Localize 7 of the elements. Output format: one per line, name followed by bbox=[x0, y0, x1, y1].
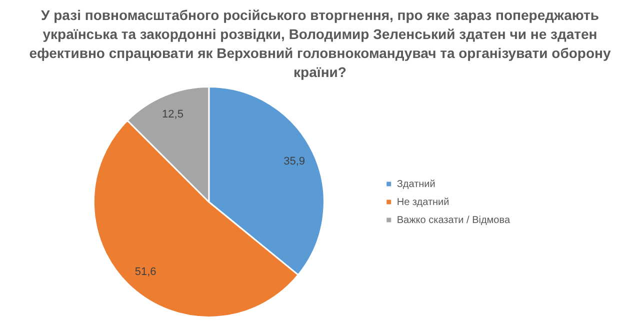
legend-label: Не здатний bbox=[396, 196, 450, 208]
legend-label: Здатний bbox=[396, 178, 436, 190]
data-label: 35,9 bbox=[284, 156, 306, 168]
data-label: 51,6 bbox=[134, 266, 156, 278]
data-label: 12,5 bbox=[162, 108, 184, 121]
legend-label: Важко сказати / Відмова bbox=[396, 214, 510, 226]
chart-title: У разі повномасштабного російського вторгнення, про яке зараз попереджають українська та закордонні розвідки, Володимир Зеленський здатен чи не здатен ефективно спрацювати як Верховний головнокомандувач та організувати оборону країни? bbox=[28, 6, 612, 82]
